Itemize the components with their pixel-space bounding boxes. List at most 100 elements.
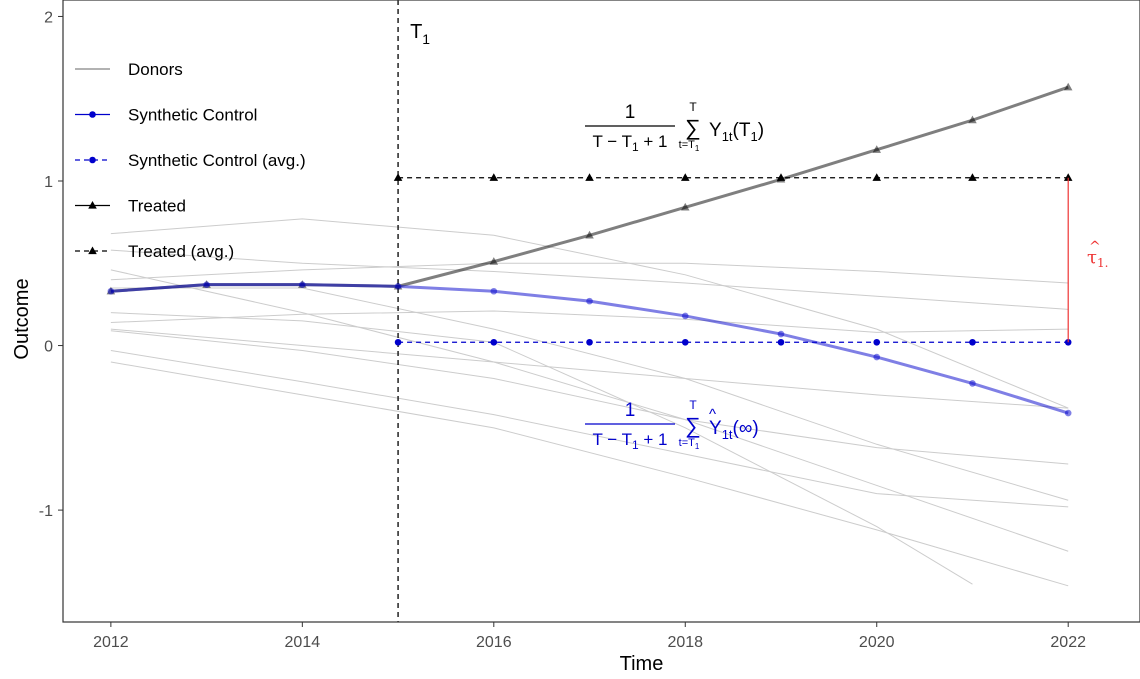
x-axis-title: Time xyxy=(620,653,664,675)
synthetic-avg-point xyxy=(586,338,593,346)
donor-line-11 xyxy=(110,287,1069,501)
effect-label: τ1. xyxy=(1087,247,1108,270)
treated-avg-formula-sum-bottom: t=T1 xyxy=(679,139,700,153)
legend-label: Donors xyxy=(128,60,183,79)
y-tick-label: 2 xyxy=(44,9,53,26)
series-lines xyxy=(106,82,1073,417)
synthetic-avg-point xyxy=(394,338,402,346)
synthetic-control-point xyxy=(586,297,593,305)
treated-avg-formula-sum-top: T xyxy=(689,100,697,114)
treated-avg-formula-denominator-tail: + 1 xyxy=(639,132,668,151)
treated-avg-formula-term-close: ) xyxy=(758,120,764,141)
legend-key-point xyxy=(88,246,97,255)
axes: 2012 2014 2016 2018 2020 2022 -1 0 1 2 Time Outcome xyxy=(11,9,1086,675)
treated-avg-formula-term-main: Y xyxy=(709,120,722,141)
synthetic-avg-formula-term-tail: (∞) xyxy=(733,418,759,439)
x-tick-label: 2012 xyxy=(93,634,129,651)
donor-line-2 xyxy=(110,249,1069,310)
effect-label-hat: ^ xyxy=(1089,239,1101,255)
treated-point xyxy=(585,230,594,239)
treated-point xyxy=(1063,82,1073,91)
legend-key-point xyxy=(88,201,97,209)
treated-point xyxy=(776,174,786,183)
synthetic-avg-formula-sum-bottom-main: t=T xyxy=(679,437,695,449)
synthetic-avg-formula-term: Y1t(∞) xyxy=(709,418,759,442)
treated-point xyxy=(680,202,690,211)
synthetic-avg-point xyxy=(1064,338,1072,346)
treated-avg-point xyxy=(968,173,977,181)
donor-line-9 xyxy=(110,361,1069,587)
treated-avg-point xyxy=(680,173,690,181)
synthetic-avg-formula-term-sub: 1t xyxy=(722,427,733,442)
treated-point xyxy=(489,257,499,265)
synthetic-avg-point xyxy=(490,338,498,346)
legend-key-point xyxy=(89,111,96,118)
donor-lines xyxy=(110,218,1069,587)
treated-avg-formula-term-sub: 1t xyxy=(722,129,733,144)
y-tick-label: 0 xyxy=(44,339,53,356)
donor-line-1 xyxy=(110,218,1069,409)
effect-label-sub: 1. xyxy=(1097,256,1108,270)
synthetic-avg-formula-term-main: Y xyxy=(709,418,722,439)
effect-label-main: τ xyxy=(1087,247,1097,268)
synthetic-avg-formula-denominator-main: T − T xyxy=(592,430,632,449)
synthetic-avg-formula: 1T − T1 + 1T∑t=T1^Y1t(∞) xyxy=(585,398,759,452)
x-tick-label: 2018 xyxy=(667,634,703,651)
average-lines xyxy=(393,173,1073,346)
donor-line-7 xyxy=(110,269,1069,552)
synthetic-avg-formula-denominator-sub: 1 xyxy=(632,438,639,452)
treated-avg-formula-denominator-sub: 1 xyxy=(632,140,639,154)
synthetic-avg-formula-sum-symbol: ∑ xyxy=(685,413,701,438)
treated-avg-point xyxy=(872,173,882,181)
donor-line-5 xyxy=(110,328,1069,409)
synthetic-control-point xyxy=(777,330,785,338)
treatment-vline-label: T1 xyxy=(410,21,430,47)
treated-avg-formula-denominator: T − T1 + 1 xyxy=(592,132,667,154)
effect-gap: ^τ1. xyxy=(1067,177,1108,343)
treated-avg-formula-term-tail-sub: 1 xyxy=(750,129,757,144)
synthetic-avg-formula-sum-bottom-sub: 1 xyxy=(695,442,700,451)
synthetic-control-point xyxy=(107,287,115,295)
synthetic-control-point xyxy=(203,281,210,288)
treatment-vline-label-sub: 1 xyxy=(422,31,430,47)
treated-avg-formula-sum-symbol: ∑ xyxy=(685,115,701,140)
treatment-vline-label-main: T xyxy=(410,21,422,43)
synthetic-avg-point xyxy=(873,338,881,346)
synthetic-avg-formula-term-hat: ^ xyxy=(709,406,716,423)
treatment-vline: T1 xyxy=(397,0,430,622)
synthetic-control-point xyxy=(490,287,498,295)
x-tick-label: 2014 xyxy=(285,634,321,651)
y-tick-label: -1 xyxy=(39,503,53,520)
legend-label: Synthetic Control xyxy=(128,106,257,125)
treated-avg-formula-term-tail: (T xyxy=(733,120,751,141)
x-tick-label: 2020 xyxy=(859,634,895,651)
synthetic-control-point xyxy=(681,312,689,320)
synthetic-avg-point xyxy=(969,338,976,346)
legend-label: Treated (avg.) xyxy=(128,242,234,261)
treated-avg-point xyxy=(1063,173,1073,181)
treated-avg-formula-sum-bottom-main: t=T xyxy=(679,139,695,151)
treated-avg-formula-numerator: 1 xyxy=(625,102,636,123)
synthetic-avg-formula-denominator: T − T1 + 1 xyxy=(592,430,667,452)
synthetic-control-point xyxy=(394,283,402,290)
donor-line-8 xyxy=(110,349,1069,508)
synthetic-avg-formula-sum-top: T xyxy=(689,398,697,412)
synthetic-avg-formula-sum-bottom: t=T1 xyxy=(679,437,700,451)
synthetic-control-point xyxy=(873,353,881,361)
legend: Donors Synthetic Control Synthetic Control… xyxy=(75,60,306,261)
x-tick-label: 2022 xyxy=(1050,634,1086,651)
treated-avg-point xyxy=(585,173,594,181)
treated-point xyxy=(872,145,882,153)
legend-key-point xyxy=(89,156,96,164)
plot-panel-border xyxy=(62,0,1140,623)
synthetic-avg-formula-numerator: 1 xyxy=(625,400,636,421)
treated-avg-formula-denominator-main: T − T xyxy=(592,132,632,151)
x-tick-label: 2016 xyxy=(476,634,512,651)
synthetic-avg-point xyxy=(777,338,785,346)
treated-point xyxy=(968,115,977,124)
treated-avg-point xyxy=(489,173,499,181)
synthetic-control-point xyxy=(299,281,306,288)
